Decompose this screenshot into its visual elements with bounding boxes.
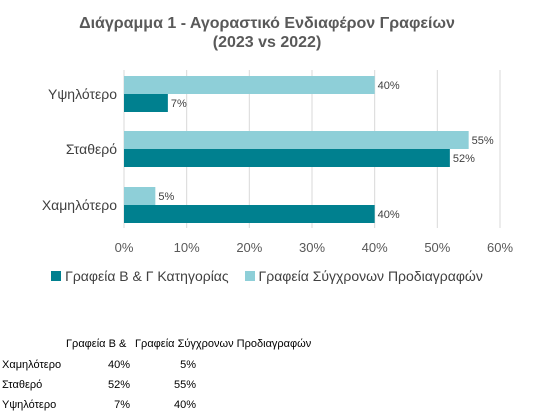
table-header-col-1: Γραφεία Β & [66, 338, 127, 350]
data-label-series-1: 7% [171, 98, 187, 110]
x-tick-label: 20% [236, 240, 262, 255]
data-label-series-2: 55% [472, 135, 494, 147]
x-tick-label: 0% [115, 240, 134, 255]
legend: Γραφεία Β & Γ Κατηγορίας Γραφεία Σύγχρον… [0, 268, 534, 284]
data-label-series-2: 5% [158, 191, 174, 203]
table-cell: 55% [173, 379, 196, 391]
x-tick-label: 60% [487, 240, 513, 255]
spreadsheet-data-table: Γραφεία Β & Γραφεία Σύγχρονων Προδιαγραφ… [0, 300, 534, 411]
x-tick-label: 50% [424, 240, 450, 255]
bar-series-1 [124, 205, 375, 223]
bar-series-1 [124, 94, 168, 112]
legend-label-series-2: Γραφεία Σύγχρονων Προδιαγραφών [258, 268, 483, 284]
legend-swatch-series-2 [244, 271, 255, 282]
bar-chart: 0% 10% 20% 30% 40% 50% 60% Υψηλότερο 40% 7% Σταθερ… [42, 70, 513, 255]
bar-series-2 [124, 76, 375, 94]
table-header-col-2: Γραφεία Σύγχρονων Προδιαγραφών [135, 338, 312, 350]
legend-swatch-series-1 [51, 271, 62, 282]
table-cell: 5% [180, 359, 196, 371]
data-label-series-2: 40% [378, 80, 400, 92]
table-cell: 7% [114, 399, 130, 411]
table-row-label: Χαμηλότερο [2, 359, 62, 371]
bar-series-1 [124, 149, 450, 167]
x-tick-label: 30% [299, 240, 325, 255]
chart-subtitle: (2023 vs 2022) [212, 34, 322, 51]
table-row-label: Σταθερό [2, 379, 43, 391]
table-row-label: Υψηλότερο [2, 399, 57, 411]
x-tick-label: 40% [362, 240, 388, 255]
table-cell: 40% [107, 359, 130, 371]
chart-title: Διάγραμμα 1 - Αγοραστικό Ενδιαφέρον Γραφ… [79, 15, 455, 32]
bar-series-2 [124, 131, 469, 149]
data-label-series-1: 40% [378, 209, 400, 221]
legend-item-series-1: Γραφεία Β & Γ Κατηγορίας [51, 268, 229, 284]
category-label: Χαμηλότερο [42, 197, 117, 213]
table-cell: 52% [107, 379, 130, 391]
legend-item-series-2: Γραφεία Σύγχρονων Προδιαγραφών [244, 268, 483, 284]
table-cell: 40% [173, 399, 196, 411]
bar-series-2 [124, 187, 156, 205]
x-tick-label: 10% [174, 240, 200, 255]
category-label: Σταθερό [66, 141, 117, 157]
category-label: Υψηλότερο [48, 86, 117, 102]
data-label-series-1: 52% [453, 153, 475, 165]
legend-label-series-1: Γραφεία Β & Γ Κατηγορίας [65, 268, 229, 284]
chart-area: Διάγραμμα 1 - Αγοραστικό Ενδιαφέρον Γραφ… [0, 15, 534, 284]
